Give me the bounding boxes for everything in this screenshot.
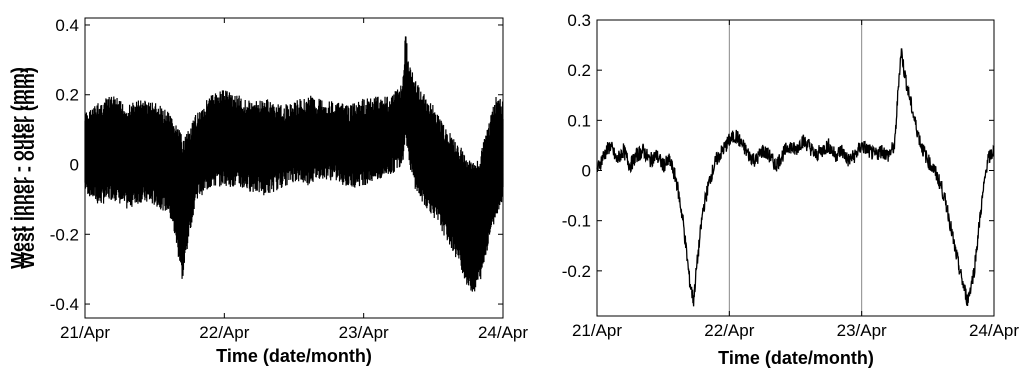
x-tick-label: 21/Apr — [572, 321, 622, 340]
y-tick-label: 0.3 — [567, 11, 591, 30]
y-tick-label: -0.1 — [562, 212, 591, 231]
x-tick-label: 24/Apr — [969, 321, 1019, 340]
y-tick-label: -0.2 — [50, 225, 79, 244]
left-chart: -0.4 -0.2 0 0.2 0.4 21/Apr 22/Apr 23/Apr 24/Apr T… — [8, 16, 528, 366]
right-chart: -0.2 -0.1 0 0.1 0.2 0.3 21/Apr 22/Apr 23/Apr 24/A… — [18, 11, 1019, 368]
x-tick-label: 22/Apr — [199, 323, 249, 342]
x-axis-label: Time (date/month) — [718, 348, 874, 368]
y-tick-label: 0 — [70, 156, 79, 175]
plot-frame — [84, 17, 504, 319]
series-line — [596, 48, 995, 307]
y-tick-label: 0.2 — [55, 86, 79, 105]
x-tick-label: 23/Apr — [837, 321, 887, 340]
plot-frame — [596, 19, 995, 317]
series-band — [84, 36, 504, 292]
x-axis-label: Time (date/month) — [216, 346, 372, 366]
y-tick-label: -0.4 — [50, 295, 79, 314]
x-tick-label: 23/Apr — [339, 323, 389, 342]
y-tick-label: 0.1 — [567, 111, 591, 130]
y-axis-label: West inner - outer (mm) — [18, 67, 38, 269]
x-tick-label: 22/Apr — [704, 321, 754, 340]
x-tick-label: 21/Apr — [60, 323, 110, 342]
y-tick-label: 0.4 — [55, 16, 79, 35]
y-tick-label: 0 — [582, 162, 591, 181]
y-tick-label: -0.2 — [562, 262, 591, 281]
y-tick-label: 0.2 — [567, 61, 591, 80]
y-axis-label: West inner - outer (mm) — [8, 67, 28, 269]
x-tick-label: 24/Apr — [478, 323, 528, 342]
